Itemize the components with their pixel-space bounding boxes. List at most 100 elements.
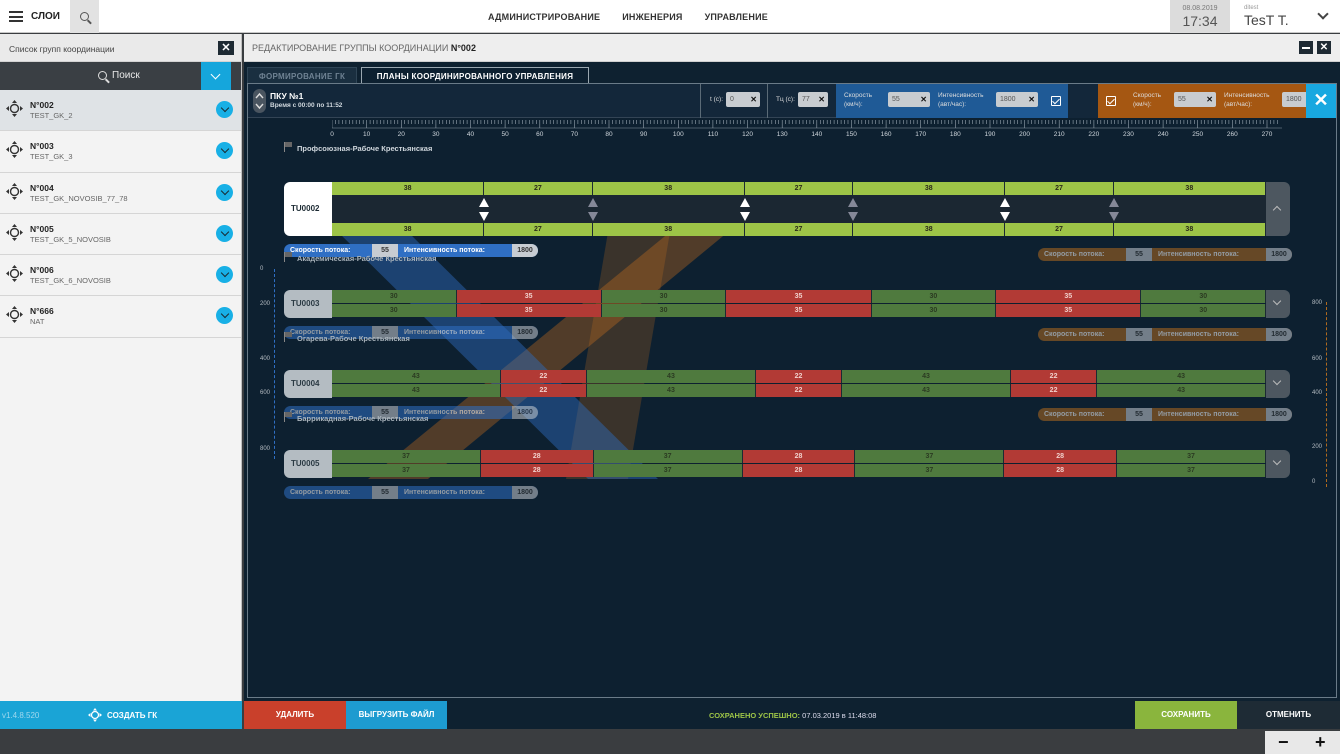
clear-icon[interactable]: ✕ bbox=[818, 95, 825, 104]
phase-segment[interactable]: 28 bbox=[480, 450, 594, 463]
group-expand-button[interactable] bbox=[216, 142, 233, 160]
phase-end-marker-icon[interactable] bbox=[479, 212, 490, 221]
phase-segment[interactable]: 30 bbox=[332, 290, 457, 303]
phase-segment[interactable]: 22 bbox=[755, 384, 843, 397]
group-expand-button[interactable] bbox=[216, 224, 233, 242]
phase-segment[interactable]: 30 bbox=[871, 290, 997, 303]
tab-formation[interactable]: ФОРМИРОВАНИЕ ГК bbox=[247, 67, 357, 84]
layers-menu-button[interactable]: СЛОИ bbox=[0, 0, 70, 33]
phase-start-marker-icon[interactable] bbox=[739, 198, 750, 207]
phase-segment[interactable]: 30 bbox=[871, 304, 997, 317]
forward-flow-checkbox[interactable] bbox=[1051, 96, 1061, 106]
phase-segment[interactable]: 37 bbox=[855, 450, 1005, 463]
phase-segment[interactable]: 28 bbox=[480, 464, 594, 477]
phase-segment[interactable]: 38 bbox=[332, 223, 485, 236]
tu-label[interactable]: TU0005 bbox=[284, 450, 332, 478]
group-expand-button[interactable] bbox=[216, 183, 233, 201]
plan-switch-button[interactable] bbox=[253, 89, 266, 113]
tu-label[interactable]: TU0003 bbox=[284, 290, 332, 318]
delete-button[interactable]: УДАЛИТЬ bbox=[244, 701, 346, 729]
group-list-item[interactable]: N°002 TEST_GK_2 bbox=[0, 90, 241, 132]
clear-icon[interactable]: ✕ bbox=[920, 95, 927, 104]
forward-speed-input[interactable]: 55 ✕ bbox=[888, 92, 930, 107]
group-list-item[interactable]: N°003 TEST_GK_3 bbox=[0, 131, 241, 173]
group-expand-button[interactable] bbox=[216, 307, 233, 325]
phase-segment[interactable]: 43 bbox=[1097, 384, 1266, 397]
nav-control[interactable]: УПРАВЛЕНИЕ bbox=[704, 11, 768, 22]
zoom-out-button[interactable]: − bbox=[1278, 732, 1289, 752]
phase-segment[interactable]: 38 bbox=[332, 182, 485, 195]
phase-segment[interactable]: 35 bbox=[456, 290, 602, 303]
phase-segment[interactable]: 37 bbox=[1117, 464, 1266, 477]
phase-segment[interactable]: 37 bbox=[332, 450, 481, 463]
phase-end-marker-icon[interactable] bbox=[739, 212, 750, 221]
phase-segment[interactable]: 30 bbox=[601, 304, 727, 317]
search-button[interactable]: Поиск bbox=[98, 70, 140, 81]
group-list-item[interactable]: N°666 NAT bbox=[0, 296, 241, 338]
phase-segment[interactable]: 35 bbox=[726, 304, 872, 317]
clear-icon[interactable]: ✕ bbox=[1206, 95, 1213, 104]
tu-label[interactable]: TU0004 bbox=[284, 370, 332, 398]
clear-icon[interactable]: ✕ bbox=[750, 95, 757, 104]
panel-close-button[interactable]: ✕ bbox=[218, 41, 234, 55]
phase-segment[interactable]: 22 bbox=[500, 370, 588, 383]
lane-collapse-button[interactable] bbox=[1266, 290, 1290, 318]
phase-segment[interactable]: 28 bbox=[1004, 450, 1118, 463]
forward-intensity-input[interactable]: 1800 ✕ bbox=[996, 92, 1038, 107]
phase-segment[interactable]: 43 bbox=[332, 384, 501, 397]
phase-segment[interactable]: 27 bbox=[1005, 223, 1114, 236]
phase-segment[interactable]: 30 bbox=[332, 304, 457, 317]
cancel-button[interactable]: ОТМЕНИТЬ bbox=[1237, 701, 1340, 729]
phase-segment[interactable]: 27 bbox=[744, 223, 854, 236]
zoom-in-button[interactable]: + bbox=[1315, 732, 1326, 752]
phase-segment[interactable]: 27 bbox=[744, 182, 854, 195]
phase-segment[interactable]: 35 bbox=[726, 290, 872, 303]
phase-segment[interactable]: 43 bbox=[587, 384, 756, 397]
phase-segment[interactable]: 38 bbox=[592, 223, 745, 236]
lane-collapse-button[interactable] bbox=[1266, 370, 1290, 398]
group-list-item[interactable]: N°006 TEST_GK_6_NOVOSIB bbox=[0, 255, 241, 297]
clear-icon[interactable]: ✕ bbox=[1028, 95, 1035, 104]
phase-segment[interactable]: 30 bbox=[1141, 290, 1266, 303]
nav-engineering[interactable]: ИНЖЕНЕРИЯ bbox=[622, 11, 683, 22]
reverse-flow-checkbox[interactable] bbox=[1106, 96, 1116, 106]
phase-segment[interactable]: 38 bbox=[1113, 182, 1266, 195]
lane-collapse-button[interactable] bbox=[1266, 182, 1290, 236]
phase-segment[interactable]: 43 bbox=[1097, 370, 1266, 383]
phase-segment[interactable]: 27 bbox=[484, 223, 593, 236]
group-expand-button[interactable] bbox=[216, 101, 233, 118]
group-list-item[interactable]: N°005 TEST_GK_5_NOVOSIB bbox=[0, 214, 241, 256]
phase-segment[interactable]: 27 bbox=[484, 182, 593, 195]
tu-label[interactable]: TU0002 bbox=[284, 182, 332, 236]
phase-segment[interactable]: 43 bbox=[332, 370, 501, 383]
phase-segment[interactable]: 43 bbox=[842, 384, 1011, 397]
minimize-button[interactable] bbox=[1299, 41, 1313, 54]
save-button[interactable]: СОХРАНИТЬ bbox=[1135, 701, 1237, 729]
phase-segment[interactable]: 38 bbox=[853, 182, 1006, 195]
editor-close-button[interactable]: ✕ bbox=[1317, 41, 1331, 54]
phase-segment[interactable]: 30 bbox=[1141, 304, 1266, 317]
phase-end-marker-icon[interactable] bbox=[587, 212, 598, 221]
phase-segment[interactable]: 37 bbox=[593, 450, 743, 463]
create-group-button[interactable]: СОЗДАТЬ ГК bbox=[88, 708, 157, 722]
phase-segment[interactable]: 38 bbox=[1113, 223, 1266, 236]
phase-segment[interactable]: 37 bbox=[593, 464, 743, 477]
export-file-button[interactable]: ВЫГРУЗИТЬ ФАЙЛ bbox=[346, 701, 447, 729]
phase-segment[interactable]: 22 bbox=[755, 370, 843, 383]
phase-segment[interactable]: 43 bbox=[842, 370, 1011, 383]
phase-end-marker-icon[interactable] bbox=[848, 212, 859, 221]
phase-start-marker-icon[interactable] bbox=[587, 198, 598, 207]
phase-segment[interactable]: 30 bbox=[601, 290, 727, 303]
phase-start-marker-icon[interactable] bbox=[1000, 198, 1011, 207]
phase-segment[interactable]: 28 bbox=[742, 450, 856, 463]
phase-segment[interactable]: 27 bbox=[1005, 182, 1114, 195]
phase-end-marker-icon[interactable] bbox=[1108, 212, 1119, 221]
group-expand-button[interactable] bbox=[216, 266, 233, 284]
phase-start-marker-icon[interactable] bbox=[479, 198, 490, 207]
nav-administration[interactable]: АДМИНИСТРИРОВАНИЕ bbox=[488, 11, 601, 22]
phase-segment[interactable]: 28 bbox=[1004, 464, 1118, 477]
phase-start-marker-icon[interactable] bbox=[1108, 198, 1119, 207]
phase-segment[interactable]: 38 bbox=[853, 223, 1006, 236]
phase-start-marker-icon[interactable] bbox=[848, 198, 859, 207]
plan-close-button[interactable]: ✕ bbox=[1306, 84, 1336, 118]
